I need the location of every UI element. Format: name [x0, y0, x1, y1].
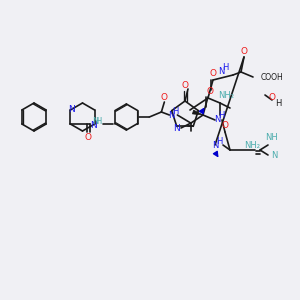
Text: O: O: [85, 133, 92, 142]
Text: N: N: [68, 104, 75, 113]
Text: H: H: [275, 100, 281, 109]
Text: O: O: [209, 70, 217, 79]
Text: N: N: [271, 151, 277, 160]
Text: N: N: [173, 124, 180, 133]
Text: N: N: [218, 68, 224, 76]
Text: O: O: [268, 94, 275, 103]
Text: H: H: [95, 118, 102, 127]
Text: NH₂: NH₂: [244, 140, 260, 149]
Text: COOH: COOH: [261, 73, 284, 82]
Text: NH₂: NH₂: [218, 91, 234, 100]
Text: H: H: [222, 64, 228, 73]
Text: O: O: [241, 46, 248, 56]
Text: N: N: [168, 110, 175, 119]
Text: H: H: [172, 107, 178, 116]
Text: NH: NH: [266, 134, 278, 142]
Text: H: H: [216, 136, 222, 146]
Text: N: N: [92, 118, 99, 127]
Text: N: N: [90, 121, 97, 130]
Text: O: O: [206, 86, 214, 95]
Text: N: N: [212, 140, 218, 149]
Text: O: O: [182, 80, 188, 89]
Text: O: O: [221, 122, 229, 130]
Text: N: N: [214, 116, 220, 124]
Text: H: H: [218, 112, 224, 121]
Text: O: O: [161, 92, 168, 101]
Polygon shape: [192, 110, 203, 115]
